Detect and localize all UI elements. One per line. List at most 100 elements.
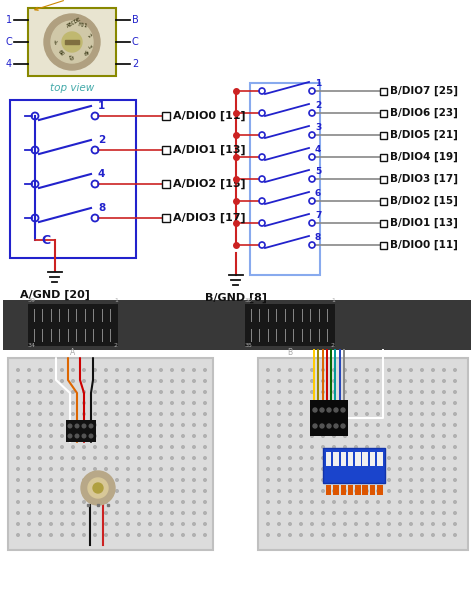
Circle shape xyxy=(366,523,368,525)
Circle shape xyxy=(310,457,313,459)
Circle shape xyxy=(267,501,269,503)
Circle shape xyxy=(182,368,184,371)
Circle shape xyxy=(366,390,368,393)
Circle shape xyxy=(82,390,85,393)
Circle shape xyxy=(443,468,445,470)
Text: F01: F01 xyxy=(77,23,88,29)
Circle shape xyxy=(300,435,302,437)
Circle shape xyxy=(82,434,86,438)
Circle shape xyxy=(278,390,280,393)
Circle shape xyxy=(160,468,162,470)
Circle shape xyxy=(193,390,195,393)
Circle shape xyxy=(82,534,85,536)
Circle shape xyxy=(72,523,74,525)
Circle shape xyxy=(127,379,129,382)
Circle shape xyxy=(160,501,162,503)
Circle shape xyxy=(310,490,313,492)
Circle shape xyxy=(322,468,324,470)
Circle shape xyxy=(410,390,412,393)
Circle shape xyxy=(432,413,434,415)
Circle shape xyxy=(171,446,173,448)
Circle shape xyxy=(333,446,335,448)
Circle shape xyxy=(160,390,162,393)
Circle shape xyxy=(432,424,434,426)
Text: 8: 8 xyxy=(98,203,105,213)
Circle shape xyxy=(410,379,412,382)
Circle shape xyxy=(421,424,423,426)
Circle shape xyxy=(399,512,401,514)
Circle shape xyxy=(105,435,107,437)
Circle shape xyxy=(355,424,357,426)
Bar xyxy=(363,485,368,495)
Circle shape xyxy=(93,483,103,493)
Text: B/DIO1 [13]: B/DIO1 [13] xyxy=(390,218,458,228)
Circle shape xyxy=(182,468,184,470)
Circle shape xyxy=(432,468,434,470)
Circle shape xyxy=(27,413,30,415)
Circle shape xyxy=(193,368,195,371)
Circle shape xyxy=(116,368,118,371)
Circle shape xyxy=(421,479,423,481)
Circle shape xyxy=(421,368,423,371)
Circle shape xyxy=(138,424,140,426)
Circle shape xyxy=(410,501,412,503)
Circle shape xyxy=(388,368,390,371)
Circle shape xyxy=(193,512,195,514)
Circle shape xyxy=(289,534,292,536)
Circle shape xyxy=(72,402,74,404)
Circle shape xyxy=(138,534,140,536)
Circle shape xyxy=(289,402,292,404)
Circle shape xyxy=(289,379,292,382)
Circle shape xyxy=(334,424,338,428)
Circle shape xyxy=(171,512,173,514)
Circle shape xyxy=(355,435,357,437)
Circle shape xyxy=(50,368,52,371)
Circle shape xyxy=(193,402,195,404)
Circle shape xyxy=(322,501,324,503)
Circle shape xyxy=(454,424,456,426)
Circle shape xyxy=(443,512,445,514)
Circle shape xyxy=(322,435,324,437)
Circle shape xyxy=(182,523,184,525)
Circle shape xyxy=(61,379,64,382)
Circle shape xyxy=(127,390,129,393)
Circle shape xyxy=(61,413,64,415)
Circle shape xyxy=(72,468,74,470)
Circle shape xyxy=(322,413,324,415)
Circle shape xyxy=(39,523,41,525)
Circle shape xyxy=(82,501,85,503)
Circle shape xyxy=(399,446,401,448)
Circle shape xyxy=(149,512,151,514)
Circle shape xyxy=(204,368,206,371)
Text: C: C xyxy=(41,234,50,246)
Circle shape xyxy=(50,501,52,503)
Circle shape xyxy=(39,368,41,371)
Circle shape xyxy=(399,468,401,470)
Circle shape xyxy=(105,379,107,382)
Circle shape xyxy=(410,512,412,514)
Circle shape xyxy=(454,402,456,404)
Circle shape xyxy=(149,435,151,437)
Circle shape xyxy=(443,413,445,415)
Circle shape xyxy=(75,424,79,428)
Circle shape xyxy=(388,479,390,481)
Circle shape xyxy=(388,501,390,503)
Circle shape xyxy=(149,368,151,371)
Circle shape xyxy=(39,512,41,514)
Circle shape xyxy=(278,413,280,415)
Circle shape xyxy=(94,368,96,371)
Circle shape xyxy=(377,402,379,404)
Circle shape xyxy=(39,468,41,470)
Circle shape xyxy=(82,413,85,415)
Circle shape xyxy=(17,534,19,536)
Circle shape xyxy=(333,512,335,514)
Circle shape xyxy=(61,490,64,492)
Circle shape xyxy=(94,379,96,382)
Circle shape xyxy=(138,413,140,415)
Circle shape xyxy=(300,468,302,470)
Circle shape xyxy=(94,424,96,426)
Circle shape xyxy=(454,368,456,371)
Bar xyxy=(310,400,348,436)
Text: A/GND [20]: A/GND [20] xyxy=(20,290,90,300)
Circle shape xyxy=(366,402,368,404)
